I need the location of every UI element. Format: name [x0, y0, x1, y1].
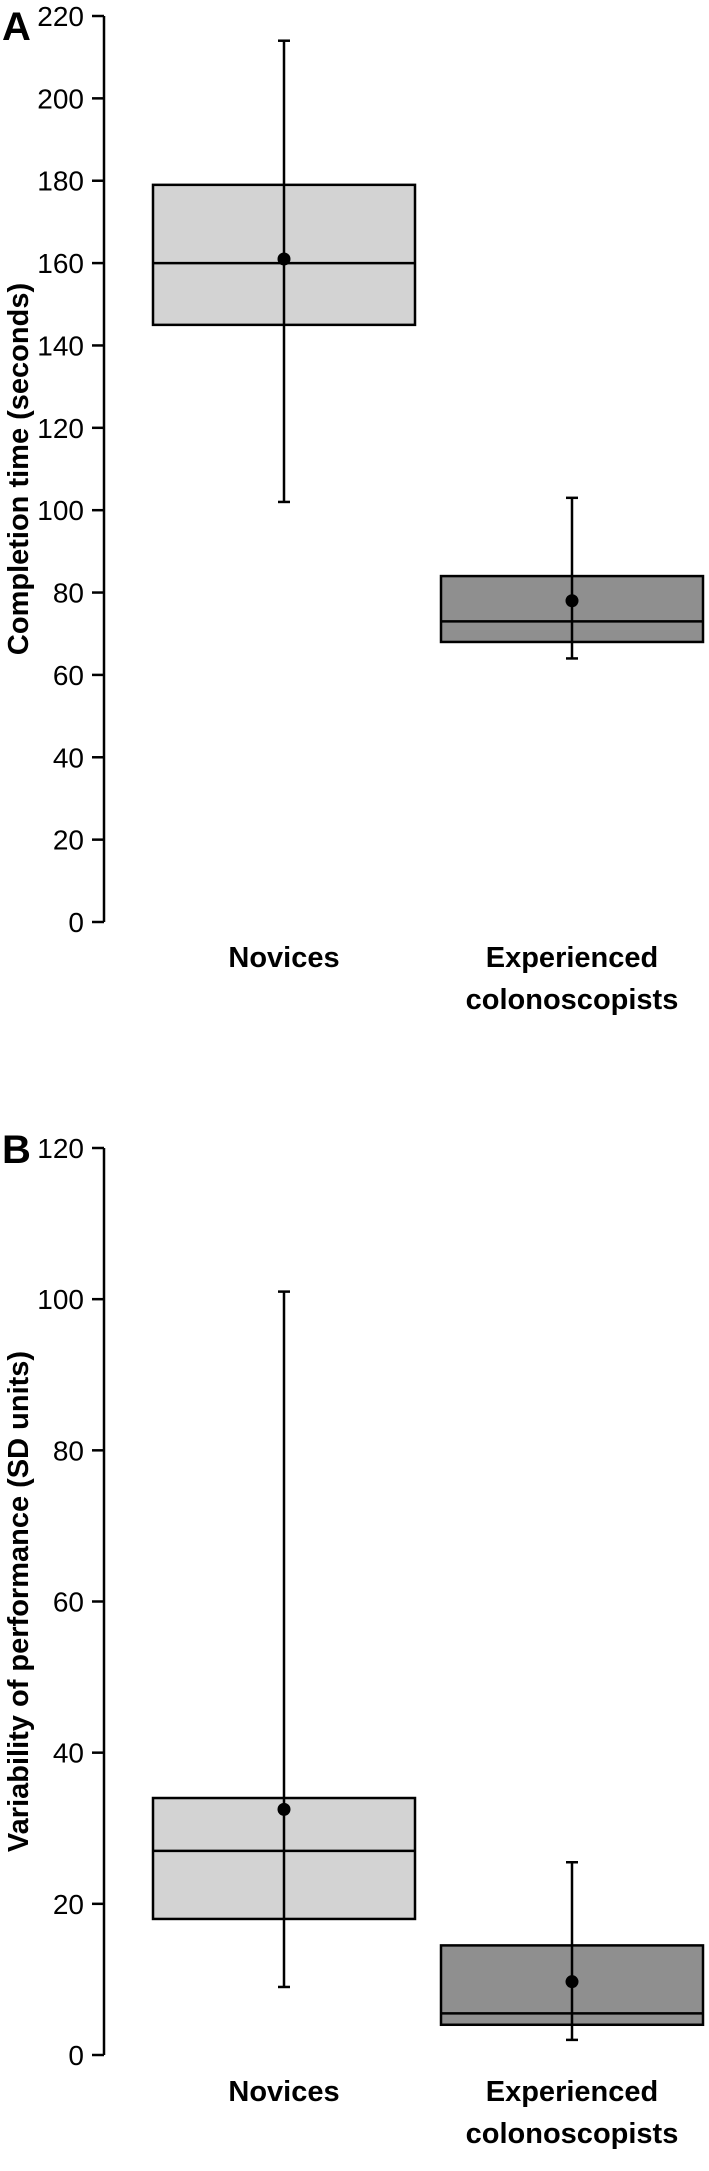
y-tick-label: 60 [53, 660, 84, 691]
y-tick-label: 40 [53, 1738, 84, 1769]
category-label-line: Novices [228, 942, 339, 974]
y-axis-title: Completion time (seconds) [3, 283, 35, 655]
y-tick-label: 120 [37, 413, 84, 444]
y-tick-label: 120 [37, 1133, 84, 1164]
category-label-line: Novices [228, 2076, 339, 2108]
category-label: Novices [228, 942, 339, 974]
panel-a: A 0 20 40 60 80 100 120 140 160 180 200 220 Completio… [2, 1, 705, 1016]
category-label: Novices [228, 2076, 339, 2108]
mean-point [565, 594, 579, 608]
category-label: Experienced colonoscopists [466, 942, 679, 1016]
category-label-line: colonoscopists [466, 984, 679, 1016]
y-tick-label: 180 [37, 166, 84, 197]
category-label-line: Experienced [486, 2076, 658, 2108]
y-tick-label: 80 [53, 578, 84, 609]
y-tick-label: 200 [37, 83, 84, 114]
panel-b: B 0 20 40 60 80 100 120 Variability of performan… [2, 1128, 705, 2150]
y-tick-label: 160 [37, 248, 84, 279]
y-tick-label: 60 [53, 1587, 84, 1618]
panel-letter: A [2, 5, 31, 49]
mean-point [277, 252, 291, 266]
y-tick-label: 80 [53, 1435, 84, 1466]
y-tick-label: 0 [68, 907, 84, 938]
mean-point [277, 1802, 291, 1816]
mean-point [565, 1975, 579, 1989]
panel-letter: B [2, 1128, 31, 1172]
y-tick-label: 40 [53, 742, 84, 773]
y-tick-label: 220 [37, 1, 84, 32]
category-label-line: Experienced [486, 942, 658, 974]
y-tick-label: 0 [68, 2040, 84, 2071]
y-axis-title: Variability of performance (SD units) [3, 1351, 35, 1852]
y-tick-label: 20 [53, 825, 84, 856]
category-label: Experienced colonoscopists [466, 2076, 679, 2150]
y-tick-label: 140 [37, 330, 84, 361]
y-tick-label: 100 [37, 1284, 84, 1315]
category-label-line: colonoscopists [466, 2118, 679, 2150]
y-tick-label: 100 [37, 495, 84, 526]
y-tick-label: 20 [53, 1889, 84, 1920]
